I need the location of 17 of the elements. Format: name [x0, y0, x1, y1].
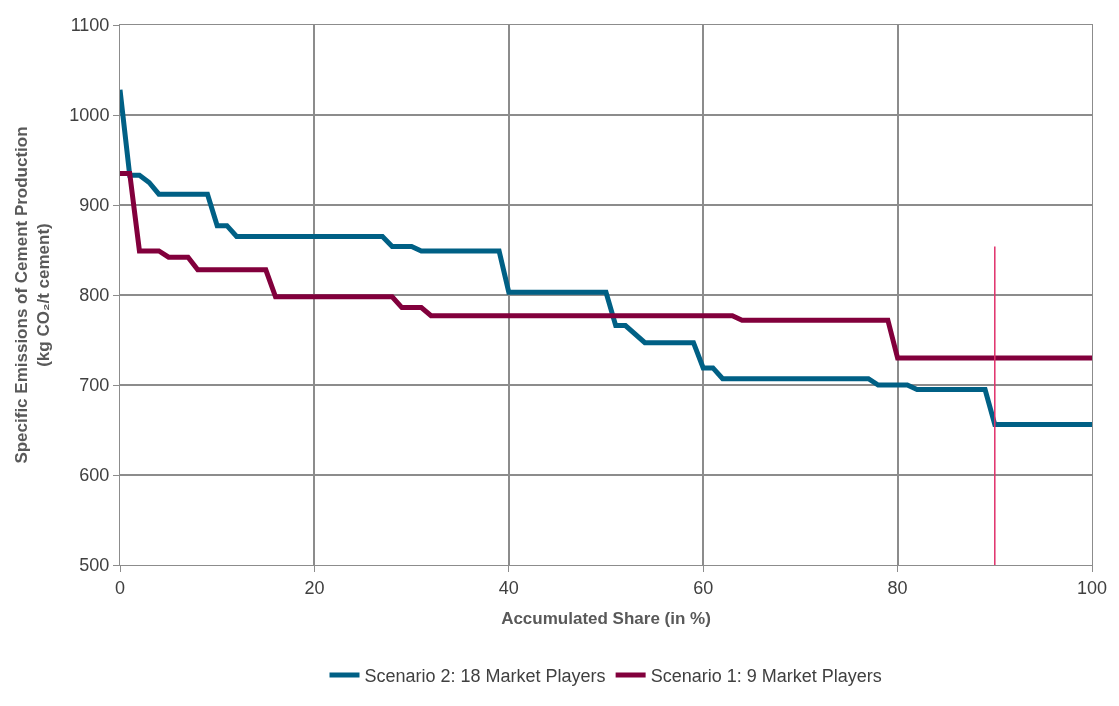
y-tick-label: 900	[79, 195, 110, 216]
y-tick-label: 700	[79, 375, 110, 396]
y-tick-label: 500	[79, 555, 110, 576]
x-tick-label: 60	[693, 577, 714, 598]
x-tick-label: 100	[1076, 577, 1108, 598]
x-tick-label: 0	[114, 577, 126, 598]
y-axis-title: Specific Emissions of Cement Production (kg CO₂/t cement)	[11, 126, 53, 464]
y-tick-label: 800	[79, 285, 110, 306]
y-tick-label: 1100	[70, 15, 110, 36]
legend-label: Scenario 2: 18 Market Players	[364, 666, 606, 687]
y-tick-label: 1000	[69, 105, 110, 126]
x-tick-label: 20	[304, 577, 325, 598]
legend-label: Scenario 1: 9 Market Players	[650, 666, 882, 687]
x-tick-label: 40	[498, 577, 519, 598]
x-axis-title: Accumulated Share (in %)	[501, 609, 711, 628]
y-tick-label: 600	[79, 465, 110, 486]
x-tick-label: 80	[887, 577, 908, 598]
